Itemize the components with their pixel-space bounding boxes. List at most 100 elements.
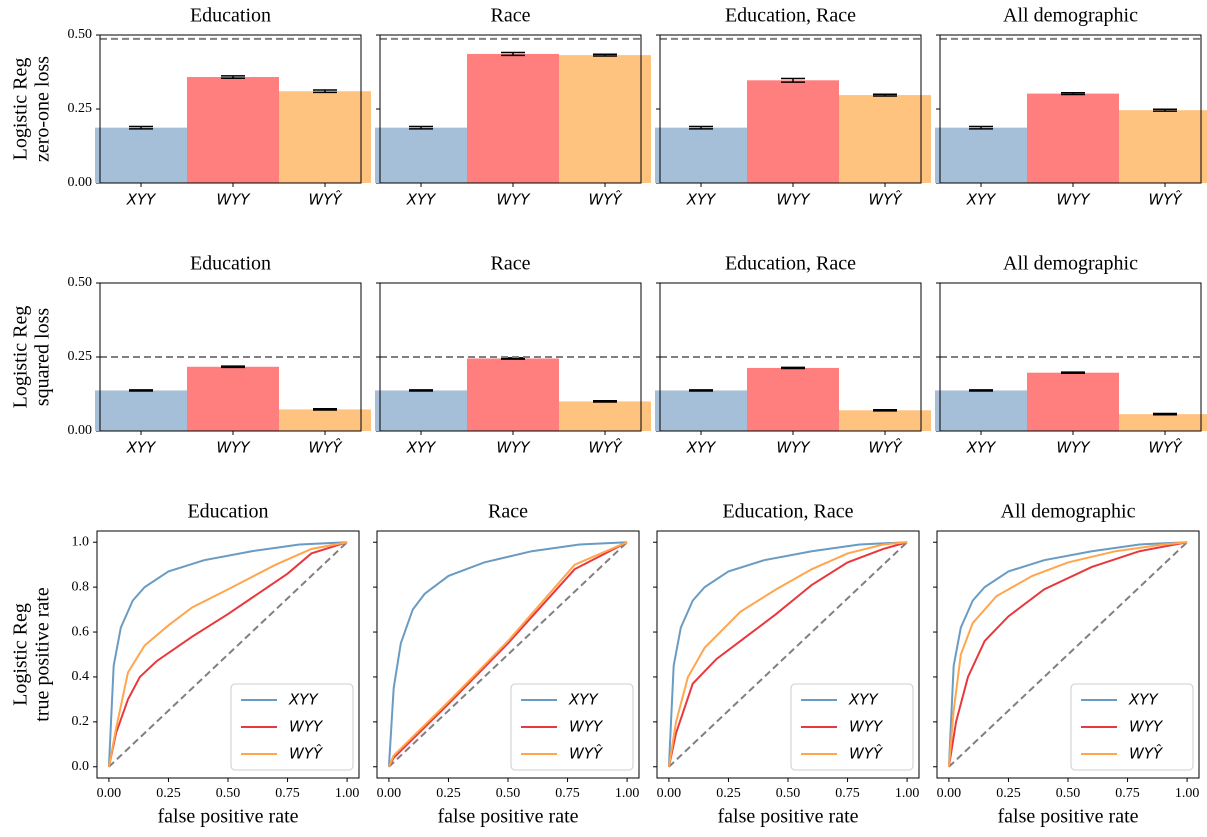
x-tick-label: WYŶ [868, 438, 903, 457]
y-axis-label: Logistic Reg [10, 603, 32, 706]
roc-curve [667, 541, 908, 767]
bar [747, 367, 839, 431]
bar [95, 127, 187, 183]
x-tick-label: WYY [496, 191, 531, 209]
x-tick-label: 0.75 [275, 786, 300, 801]
y-tick-label: 0.8 [72, 579, 90, 594]
legend-label: XYY [288, 691, 319, 709]
roc-curve [667, 541, 908, 767]
bar [95, 390, 187, 431]
legend-label: WYŶ [289, 744, 324, 763]
x-axis-label: false positive rate [717, 806, 858, 828]
y-tick-label: 0.00 [68, 175, 93, 190]
x-tick-label: 0.50 [1056, 786, 1081, 801]
y-tick-label: 0.50 [68, 275, 93, 290]
bar [747, 80, 839, 183]
x-tick-label: WYY [216, 439, 251, 457]
panel-title: Race [491, 253, 531, 275]
x-tick-label: XYY [686, 191, 717, 209]
bar [839, 95, 931, 183]
legend-label: XYY [1128, 691, 1159, 709]
y-axis-label: squared loss [32, 308, 54, 407]
x-tick-label: WYŶ [1148, 190, 1183, 209]
panel-title: Education, Race [722, 501, 853, 523]
panel-title: Education [187, 501, 268, 523]
x-axis-label: false positive rate [997, 806, 1138, 828]
x-tick-label: WYŶ [868, 190, 903, 209]
panel-title: All demographic [1001, 501, 1136, 523]
y-tick-label: 0.6 [72, 624, 90, 639]
legend-label: WYY [569, 718, 604, 736]
legend-label: WYŶ [569, 744, 604, 763]
x-tick-label: 0.25 [716, 786, 741, 801]
y-tick-label: 0.00 [68, 423, 93, 438]
legend-label: XYY [848, 691, 879, 709]
axes-frame [376, 530, 640, 779]
roc-curve [107, 541, 348, 767]
x-tick-label: 0.25 [436, 786, 461, 801]
x-tick-label: 0.75 [1115, 786, 1140, 801]
x-tick-label: WYY [776, 191, 811, 209]
legend-label: XYY [568, 691, 599, 709]
x-tick-label: WYY [1056, 439, 1091, 457]
x-tick-label: XYY [126, 439, 157, 457]
axes-frame [659, 34, 922, 184]
legend-box [230, 683, 354, 771]
axes-frame [96, 530, 360, 779]
y-tick-label: 0.2 [72, 714, 90, 729]
legend-box [510, 683, 634, 771]
x-tick-label: WYY [216, 191, 251, 209]
axes-frame [379, 282, 642, 432]
roc-curve [107, 541, 348, 767]
y-axis-label: true positive rate [32, 587, 54, 722]
axes-frame [379, 34, 642, 184]
axes-frame [99, 282, 362, 432]
bar [375, 390, 467, 431]
bar [839, 410, 931, 431]
roc-curve [947, 541, 1188, 767]
bar [279, 91, 371, 183]
x-tick-label: WYY [496, 439, 531, 457]
panel-title: All demographic [1003, 253, 1138, 275]
panel-title: Education [190, 5, 271, 27]
panel-title: Race [491, 5, 531, 27]
bar [375, 127, 467, 183]
x-axis-label: false positive rate [157, 806, 298, 828]
y-tick-label: 0.0 [72, 759, 90, 774]
panel-title: Education, Race [725, 253, 856, 275]
x-tick-label: 0.50 [776, 786, 801, 801]
panel-title: All demographic [1003, 5, 1138, 27]
y-tick-label: 0.50 [68, 27, 93, 42]
axes-frame [939, 282, 1202, 432]
x-tick-label: 0.00 [97, 786, 122, 801]
x-tick-label: WYŶ [308, 438, 343, 457]
x-tick-label: 0.25 [996, 786, 1021, 801]
legend-label: WYY [289, 718, 324, 736]
x-tick-label: 0.75 [555, 786, 580, 801]
x-tick-label: 0.00 [937, 786, 962, 801]
x-tick-label: 1.00 [1175, 786, 1200, 801]
bar [1119, 414, 1207, 431]
x-tick-label: WYŶ [588, 190, 623, 209]
y-tick-label: 1.0 [72, 534, 90, 549]
x-tick-label: WYY [776, 439, 811, 457]
x-axis-label: false positive rate [437, 806, 578, 828]
bar [935, 127, 1027, 183]
y-tick-label: 0.4 [72, 669, 90, 684]
bar [467, 358, 559, 431]
panel-title: Race [488, 501, 528, 523]
axes-frame [99, 34, 362, 184]
bar [1119, 110, 1207, 183]
y-axis-label: Logistic Reg [10, 306, 32, 409]
x-tick-label: XYY [406, 191, 437, 209]
roc-curve [387, 541, 628, 768]
x-tick-label: 0.50 [216, 786, 241, 801]
y-tick-label: 0.25 [68, 349, 93, 364]
roc-curve [107, 541, 348, 767]
panel-title: Education [190, 253, 271, 275]
bar [467, 53, 559, 183]
y-axis-label: Logistic Reg [10, 58, 32, 161]
legend-label: WYŶ [849, 744, 884, 763]
